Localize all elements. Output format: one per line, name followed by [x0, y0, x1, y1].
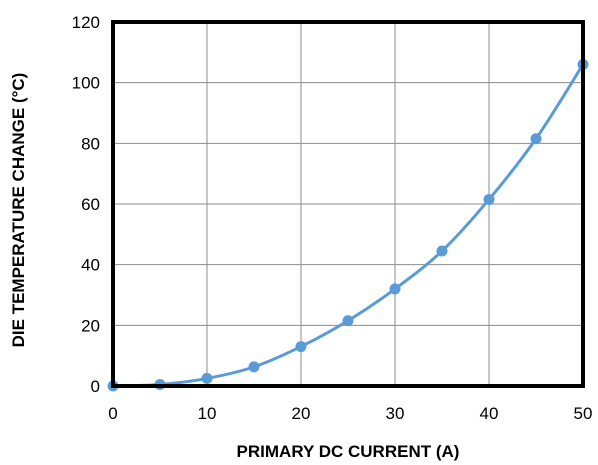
x-tick-label: 30: [386, 404, 405, 423]
y-tick-label: 80: [81, 134, 100, 153]
y-tick-label: 100: [72, 74, 100, 93]
x-tick-label: 20: [292, 404, 311, 423]
data-point: [436, 245, 448, 257]
y-axis-tick-labels: 0 20 40 60 80 100 120: [72, 13, 100, 396]
data-point: [295, 341, 307, 353]
y-axis-title: DIE TEMPERATURE CHANGE (°C): [9, 73, 28, 348]
data-point: [389, 283, 401, 295]
y-tick-label: 40: [81, 256, 100, 275]
y-tick-label: 20: [81, 316, 100, 335]
data-point: [248, 361, 260, 373]
x-tick-label: 40: [480, 404, 499, 423]
gridlines: [112, 21, 584, 387]
data-series: [107, 58, 589, 392]
x-axis-tick-labels: 0 10 20 30 40 50: [108, 404, 592, 423]
data-point: [201, 372, 213, 384]
data-point: [342, 315, 354, 327]
y-tick-label: 120: [72, 13, 100, 32]
y-tick-label: 0: [91, 377, 100, 396]
data-point: [530, 133, 542, 145]
data-point: [483, 193, 495, 205]
x-tick-label: 10: [198, 404, 217, 423]
x-axis-title: PRIMARY DC CURRENT (A): [237, 442, 460, 461]
x-tick-label: 50: [574, 404, 593, 423]
series-line: [112, 63, 585, 388]
plot-frame: [111, 20, 585, 388]
x-tick-label: 0: [108, 404, 117, 423]
y-tick-label: 60: [81, 195, 100, 214]
